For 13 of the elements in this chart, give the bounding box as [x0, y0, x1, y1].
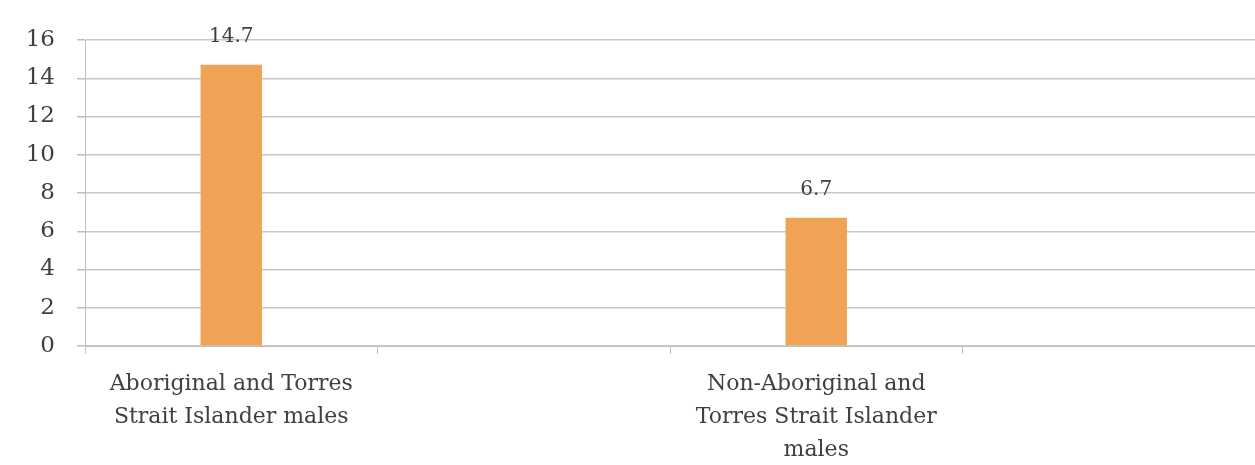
x-tick-label: Aboriginal and Torres Strait Islander males [108, 370, 353, 429]
y-tick-label: 6 [40, 216, 55, 243]
y-tick-label: 2 [40, 292, 55, 319]
y-tick-label: 4 [40, 254, 55, 281]
y-tick-label: 16 [25, 24, 55, 51]
data-label: 14.7 [208, 23, 254, 48]
y-tick-label: 14 [25, 63, 55, 90]
y-tick-label: 10 [25, 139, 55, 166]
y-tick-label: 8 [40, 177, 55, 204]
y-tick-label: 12 [25, 101, 55, 128]
x-tick-label: Non-Aboriginal and Torres Strait Islander males [695, 370, 938, 462]
y-tick-label: 0 [40, 330, 55, 357]
data-label: 6.7 [800, 176, 833, 201]
